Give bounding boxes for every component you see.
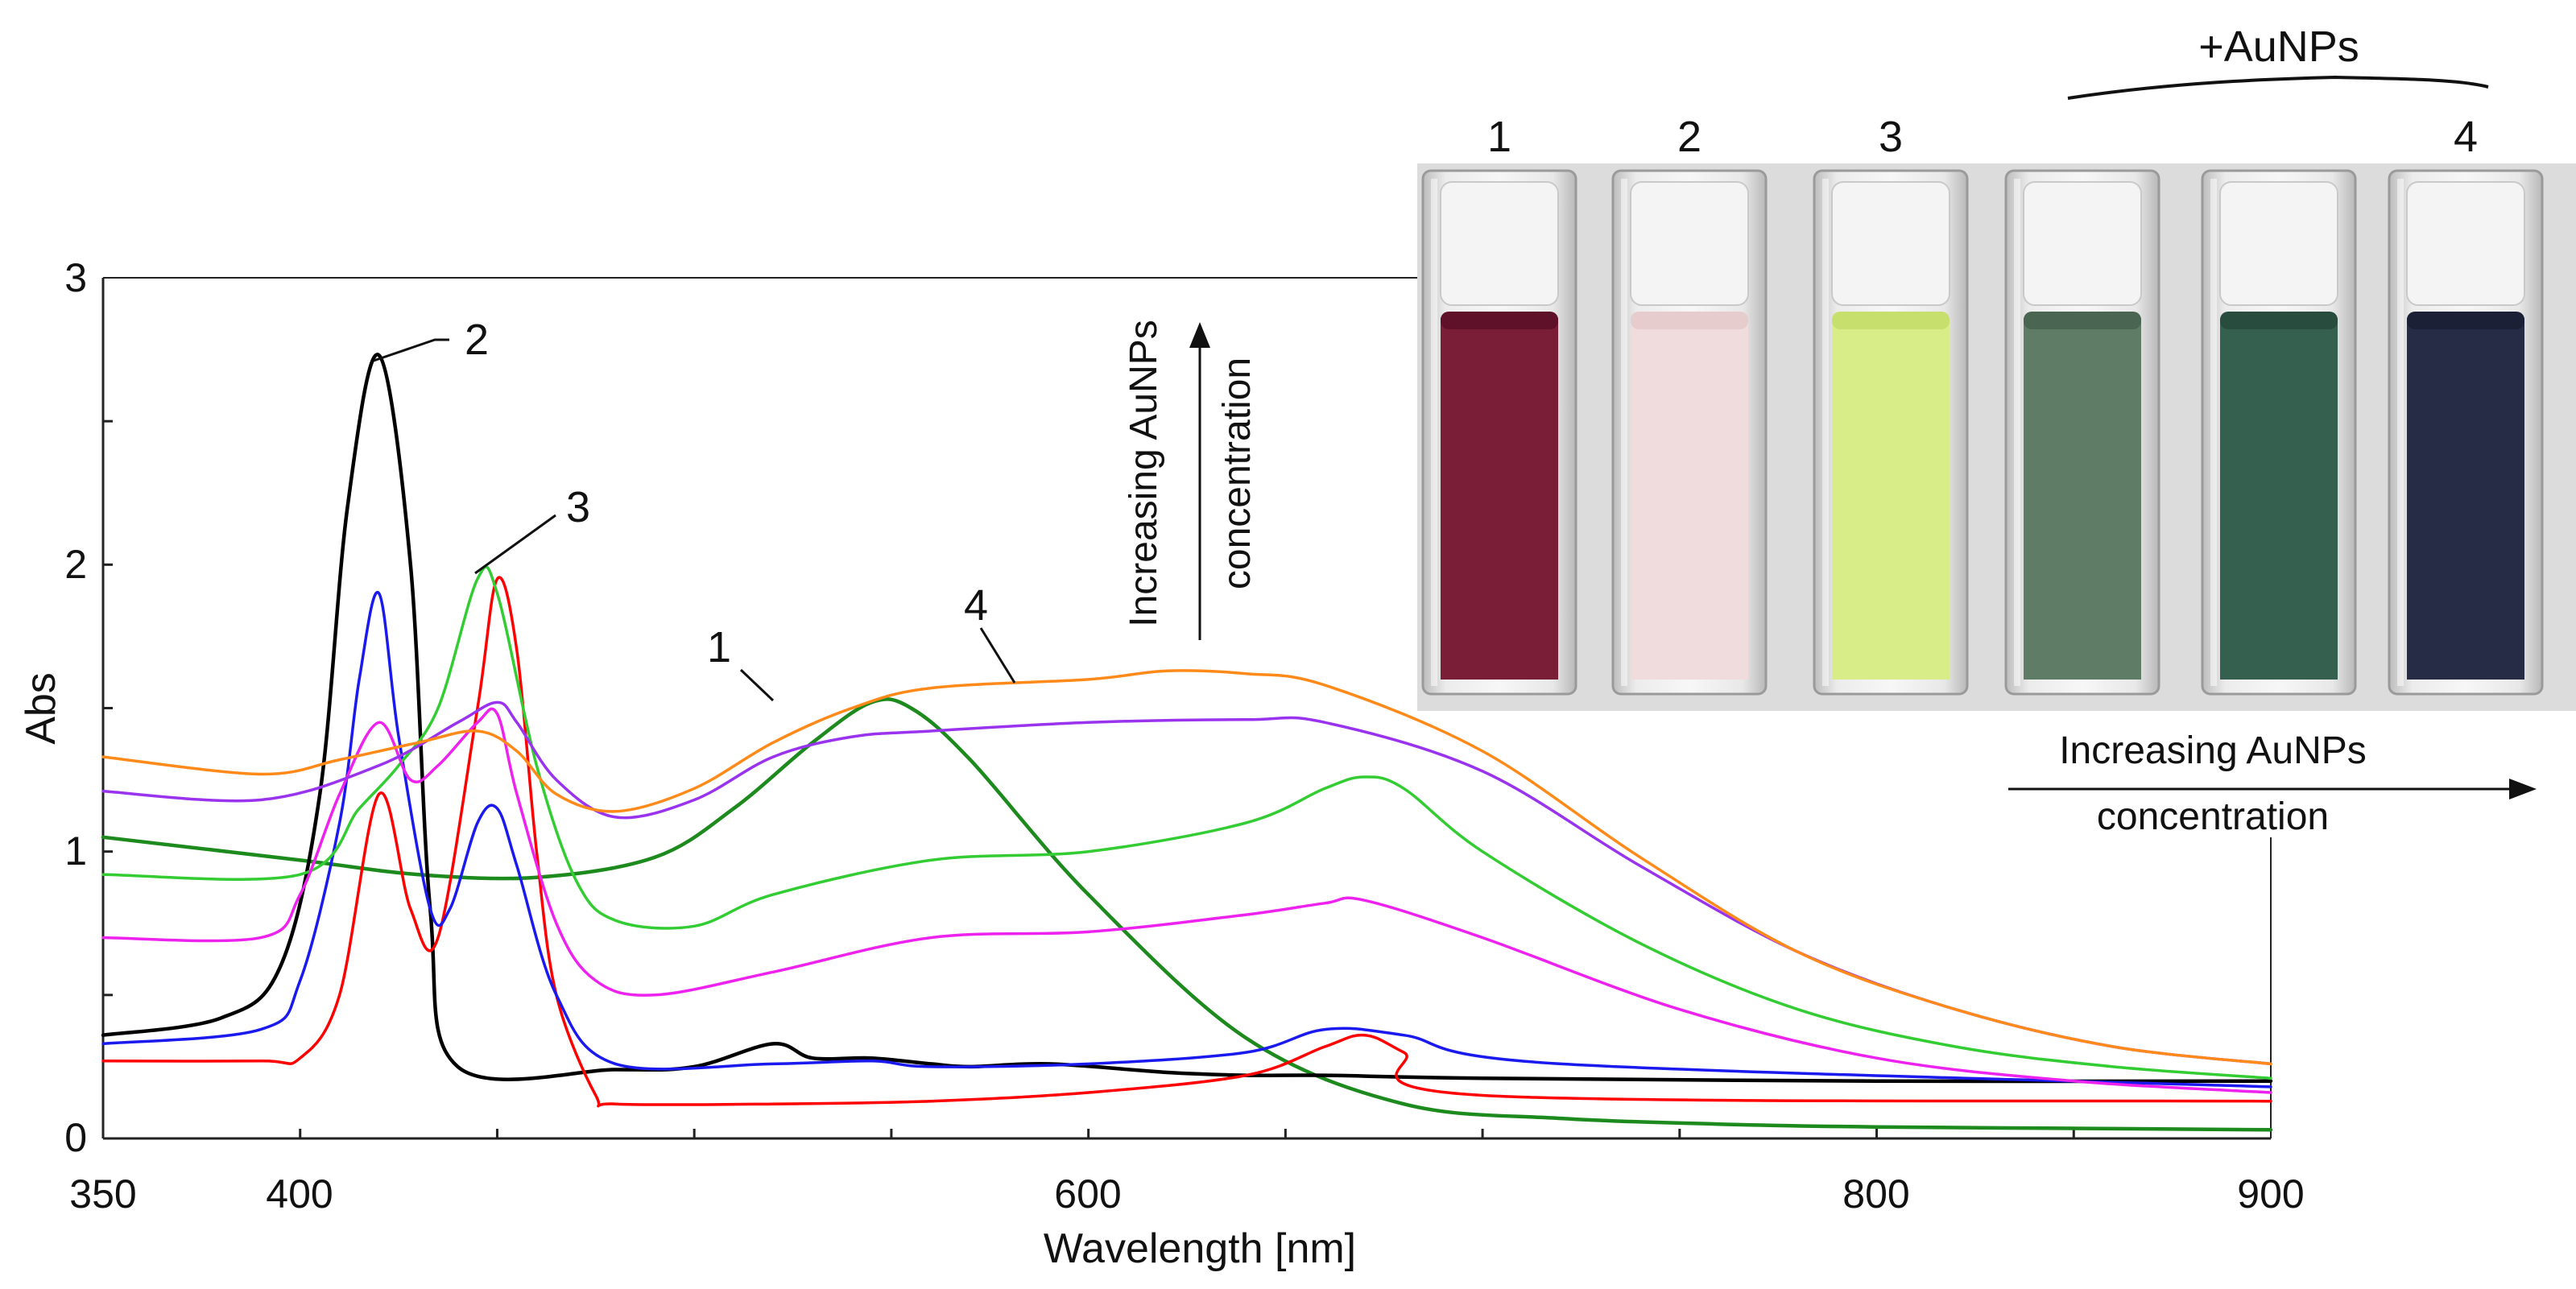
series-line-green-thin [101,565,2272,1080]
cuvette-air-gap [2023,181,2142,306]
aunps-brace [2067,75,2489,100]
cuvette-liquid [2220,318,2338,680]
cuvette-6 [2388,169,2544,696]
series-line-2 [101,353,2273,1084]
cuvette-meniscus [2024,312,2141,329]
cuvette-labels: 1 2 3 4 [1487,113,2478,161]
vertical-concentration-note: Increasing AuNPs concentration [1123,320,1259,640]
cuvette-2 [1611,169,1768,696]
annotation-leader-4 [979,627,1016,684]
vertical-note-line-2: concentration [1216,357,1259,589]
x-tick-label-900: 900 [2237,1171,2304,1217]
horizontal-note-line-1: Increasing AuNPs [2059,729,2367,772]
cuvette-highlight [2210,179,2217,686]
annotation-label-2: 2 [465,316,489,364]
horizontal-concentration-note: Increasing AuNPs concentration [2008,729,2537,838]
cuvette-label-1: 1 [1487,113,1511,161]
x-tick-label-800: 800 [1842,1171,1909,1217]
series-layer [101,353,2273,1132]
annotation-label-1: 1 [707,623,731,671]
cuvette-photo [1417,163,2576,711]
series-line-3 [101,576,2272,1108]
cuvette-liquid [2024,318,2141,680]
photo-background [1417,163,2576,711]
plot-area [101,277,2273,1140]
annotation-label-4: 4 [964,581,988,630]
x-axis-title: Wavelength [nm] [1044,1225,1356,1272]
annotation-label-3: 3 [566,483,590,531]
cuvette-meniscus [2407,312,2524,329]
cuvette-highlight [1431,179,1437,686]
cuvette-1 [1421,169,1577,696]
cuvette-highlight [2397,179,2404,686]
cuvette-liquid [1832,318,1950,680]
cuvette-highlight [2014,179,2020,686]
cuvette-label-4: 4 [2454,113,2478,161]
cuvette-air-gap [1630,181,1749,306]
y-tick-label-0: 0 [64,1115,87,1160]
cuvette-label-2: 2 [1677,113,1701,161]
cuvette-4 [2004,169,2160,696]
series-line-magenta [101,707,2272,1094]
y-tick-label-3: 3 [64,255,87,300]
x-tick-label-600: 600 [1054,1171,1121,1217]
cuvette-air-gap [1831,181,1950,306]
cuvette-air-gap [1440,181,1559,306]
series-line-1 [101,697,2273,1132]
annotation-leader-1 [739,668,775,702]
cuvette-row [1421,169,2544,696]
cuvette-meniscus [1631,312,1748,329]
x-tick-label-400: 400 [266,1171,333,1217]
cuvette-meniscus [1832,312,1950,329]
cuvette-5 [2201,169,2357,696]
cuvette-air-gap [2219,181,2338,306]
horizontal-note-line-2: concentration [2097,795,2329,838]
series-line-blue [101,590,2272,1089]
annotation-leader-3 [474,514,556,575]
cuvette-highlight [1822,179,1829,686]
cuvette-liquid [1631,318,1748,680]
y-tick-label-1: 1 [64,828,87,874]
vertical-note-line-1: Increasing AuNPs [1123,320,1165,627]
x-tick-label-350: 350 [69,1171,136,1217]
aunps-bracket-label: +AuNPs [2198,23,2359,71]
series-line-4 [101,669,2272,1066]
vertical-note-arrowhead [1189,322,1210,348]
cuvette-highlight [1621,179,1627,686]
cuvette-label-3: 3 [1879,113,1903,161]
cuvette-liquid [2407,318,2524,680]
cuvette-air-gap [2406,181,2525,306]
curve-annotations: 1 2 3 4 [373,316,1016,702]
axis-ticks [103,419,2075,1138]
aunps-bracket: +AuNPs [2067,23,2489,100]
y-tick-labels: 0 1 2 3 [64,255,87,1160]
annotation-leader-2 [373,338,449,362]
y-axis-title: Abs [18,672,64,745]
y-tick-label-2: 2 [64,542,87,587]
cuvette-3 [1813,169,1969,696]
cuvette-liquid [1441,318,1558,680]
cuvette-meniscus [2220,312,2338,329]
x-tick-labels: 350 400 600 800 900 [69,1171,2304,1217]
cuvette-meniscus [1441,312,1558,329]
horizontal-note-arrowhead [2509,779,2537,799]
